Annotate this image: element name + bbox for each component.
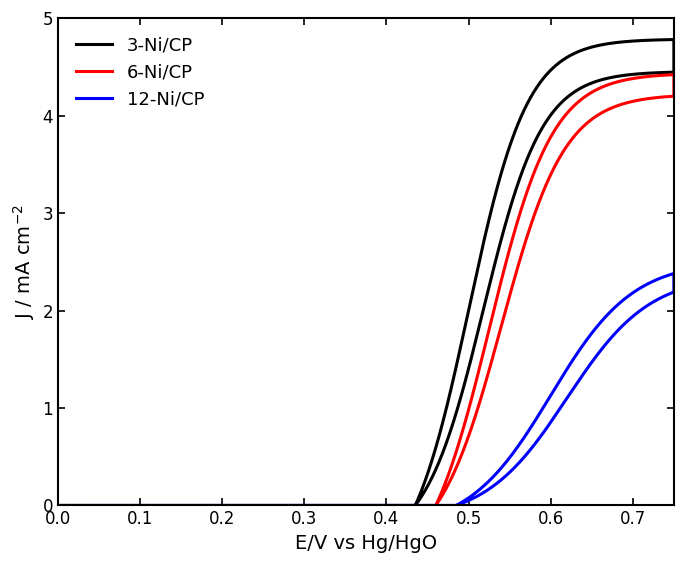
6-Ni/CP: [288, 502, 296, 509]
3-Ni/CP: [517, 171, 525, 178]
Line: 6-Ni/CP: 6-Ni/CP: [58, 74, 674, 505]
Line: 12-Ni/CP: 12-Ni/CP: [58, 274, 674, 505]
6-Ni/CP: [568, 135, 576, 142]
12-Ni/CP: [452, 502, 460, 509]
12-Ni/CP: [629, 312, 637, 319]
3-Ni/CP: [670, 36, 678, 43]
6-Ni/CP: [395, 502, 403, 509]
3-Ni/CP: [54, 502, 62, 509]
12-Ni/CP: [54, 502, 62, 509]
3-Ni/CP: [588, 44, 596, 51]
3-Ni/CP: [621, 72, 630, 78]
Y-axis label: J / mA cm$^{-2}$: J / mA cm$^{-2}$: [11, 204, 37, 319]
3-Ni/CP: [497, 173, 505, 179]
Line: 3-Ni/CP: 3-Ni/CP: [58, 39, 674, 505]
X-axis label: E/V vs Hg/HgO: E/V vs Hg/HgO: [295, 534, 437, 553]
12-Ni/CP: [353, 502, 361, 509]
6-Ni/CP: [432, 501, 440, 508]
3-Ni/CP: [453, 407, 461, 413]
6-Ni/CP: [442, 486, 450, 492]
12-Ni/CP: [502, 459, 510, 466]
3-Ni/CP: [282, 502, 290, 509]
6-Ni/CP: [512, 223, 520, 230]
3-Ni/CP: [411, 502, 419, 509]
6-Ni/CP: [54, 502, 62, 509]
Legend: 3-Ni/CP, 6-Ni/CP, 12-Ni/CP: 3-Ni/CP, 6-Ni/CP, 12-Ni/CP: [67, 27, 213, 117]
12-Ni/CP: [329, 502, 338, 509]
12-Ni/CP: [670, 270, 678, 277]
12-Ni/CP: [608, 306, 616, 313]
6-Ni/CP: [670, 71, 678, 78]
12-Ni/CP: [304, 502, 312, 509]
6-Ni/CP: [412, 502, 421, 509]
